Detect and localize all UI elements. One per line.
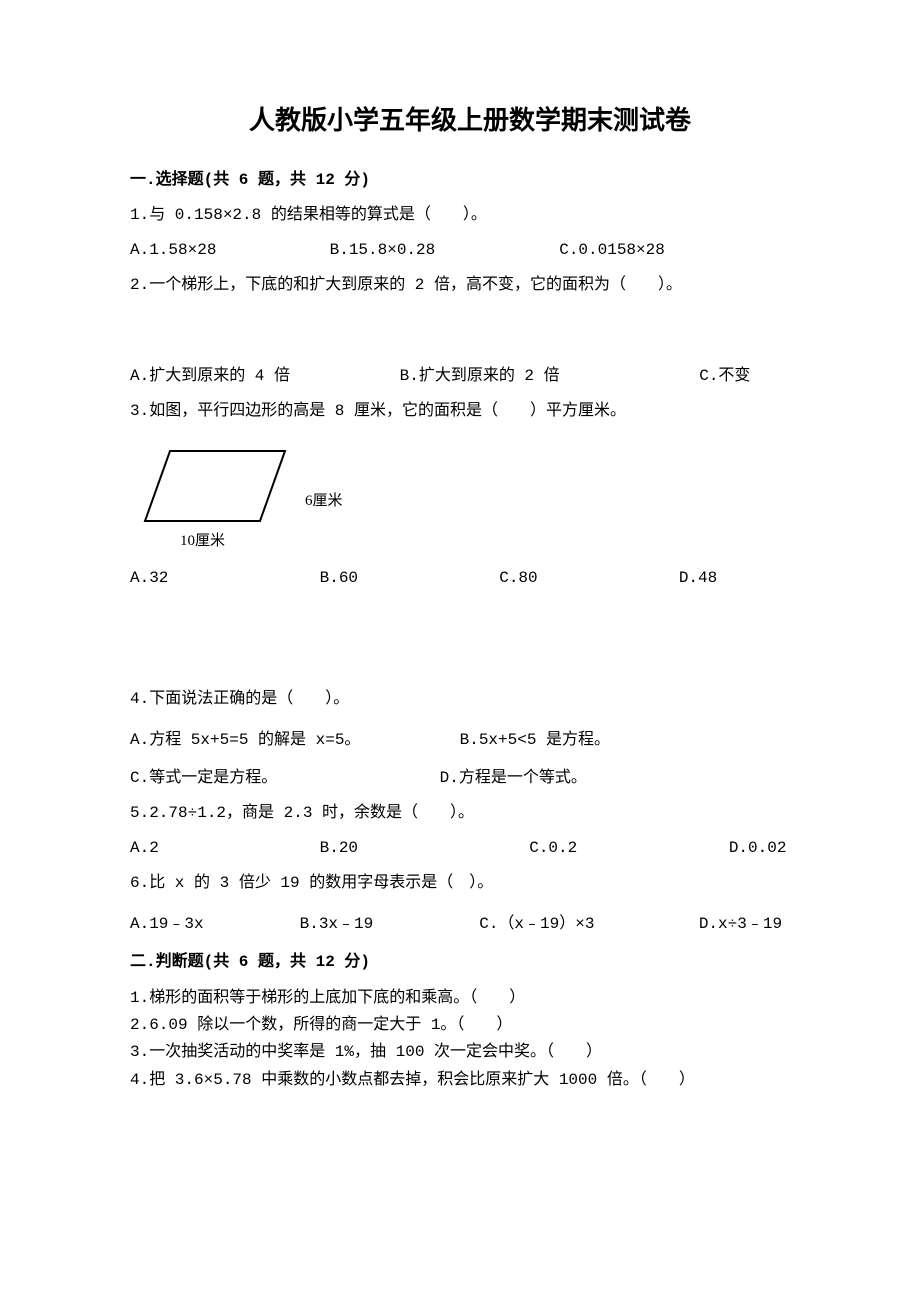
q6-opt-b: B.3x﹣19 [300,909,470,933]
q2-stem: 2.一个梯形上，下底的和扩大到原来的 2 倍，高不变，它的面积为（ ）。 [130,273,810,297]
q1-stem: 1.与 0.158×2.8 的结果相等的算式是（ ）。 [130,203,810,227]
q2-opt-b: B.扩大到原来的 2 倍 [400,361,690,385]
q6-opt-a: A.19﹣3x [130,909,290,933]
page-title: 人教版小学五年级上册数学期末测试卷 [130,100,810,137]
q3-opt-a: A.32 [130,569,310,587]
q3-stem: 3.如图，平行四边形的高是 8 厘米，它的面积是（ ）平方厘米。 [130,399,810,423]
q6-options: A.19﹣3x B.3x﹣19 C.（x﹣19）×3 D.x÷3﹣19 [130,909,810,933]
q2-opt-a: A.扩大到原来的 4 倍 [130,361,390,385]
section-1-head: 一.选择题(共 6 题，共 12 分) [130,165,810,189]
fig-label-6cm: 6厘米 [305,489,343,510]
exam-page: 人教版小学五年级上册数学期末测试卷 一.选择题(共 6 题，共 12 分) 1.… [0,0,920,1154]
section-2-head: 二.判断题(共 6 题，共 12 分) [130,947,810,971]
q5-options: A.2 B.20 C.0.2 D.0.02 [130,839,810,857]
parallelogram-icon [130,441,310,531]
q1-opt-a: A.1.58×28 [130,241,320,259]
q3-opt-c: C.80 [499,569,669,587]
tf-2: 2.6.09 除以一个数，所得的商一定大于 1。（ ） [130,1012,810,1039]
q3-options: A.32 B.60 C.80 D.48 [130,569,810,587]
tf-3: 3.一次抽奖活动的中奖率是 1%，抽 100 次一定会中奖。（ ） [130,1039,810,1066]
q1-opt-b: B.15.8×0.28 [330,241,550,259]
tf-1: 1.梯形的面积等于梯形的上底加下底的和乘高。（ ） [130,985,810,1012]
q2-opt-c: C.不变 [699,361,750,385]
q4-stem: 4.下面说法正确的是（ ）。 [130,687,810,711]
q1-opt-c: C.0.0158×28 [559,241,665,259]
tf-4: 4.把 3.6×5.78 中乘数的小数点都去掉，积会比原来扩大 1000 倍。（… [130,1067,810,1094]
q4-opt-b: B.5x+5<5 是方程。 [460,725,610,749]
q4-opt-a: A.方程 5x+5=5 的解是 x=5。 [130,725,450,749]
q6-opt-c: C.（x﹣19）×3 [479,909,689,933]
q1-options: A.1.58×28 B.15.8×0.28 C.0.0158×28 [130,241,810,259]
q6-opt-d: D.x÷3﹣19 [699,909,782,933]
q6-stem: 6.比 x 的 3 倍少 19 的数用字母表示是（ ）。 [130,871,810,895]
q4-opt-d: D.方程是一个等式。 [440,763,587,787]
q5-opt-d: D.0.02 [729,839,787,857]
q3-opt-b: B.60 [320,569,490,587]
q2-options: A.扩大到原来的 4 倍 B.扩大到原来的 2 倍 C.不变 [130,361,810,385]
fig-label-10cm: 10厘米 [180,529,225,550]
q5-opt-c: C.0.2 [529,839,719,857]
q5-opt-b: B.20 [320,839,520,857]
q4-options-row1: A.方程 5x+5=5 的解是 x=5。 B.5x+5<5 是方程。 [130,725,810,749]
q5-stem: 5.2.78÷1.2，商是 2.3 时，余数是（ ）。 [130,801,810,825]
tf-list: 1.梯形的面积等于梯形的上底加下底的和乘高。（ ） 2.6.09 除以一个数，所… [130,985,810,1094]
q3-figure: 6厘米 10厘米 [130,441,810,551]
q3-opt-d: D.48 [679,569,717,587]
q4-opt-c: C.等式一定是方程。 [130,763,430,787]
q4-options-row2: C.等式一定是方程。 D.方程是一个等式。 [130,763,810,787]
q5-opt-a: A.2 [130,839,310,857]
